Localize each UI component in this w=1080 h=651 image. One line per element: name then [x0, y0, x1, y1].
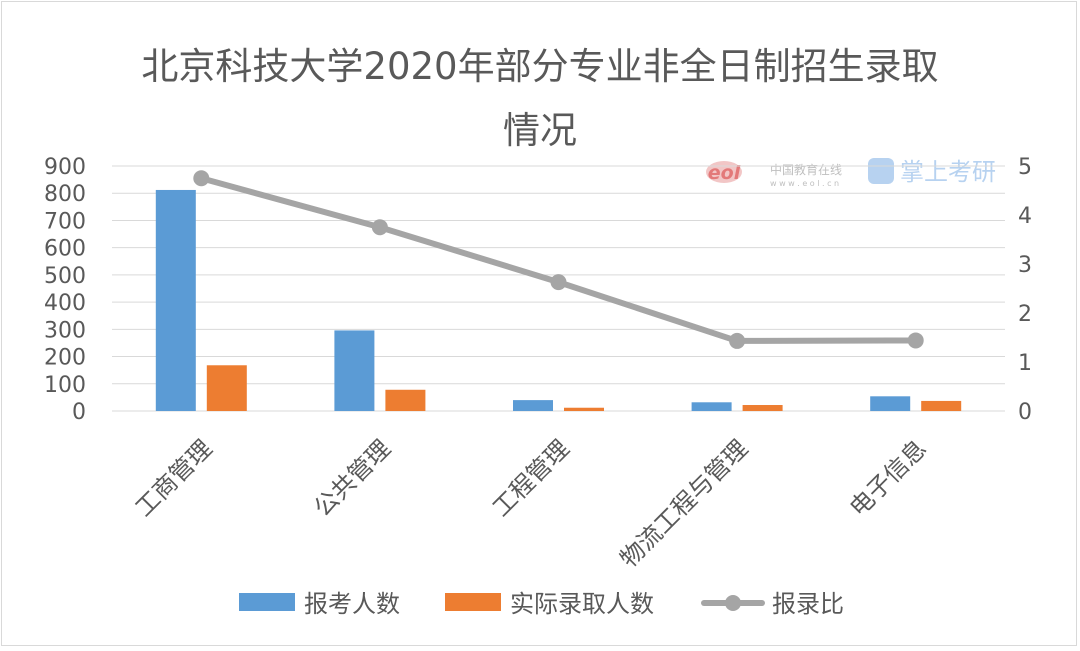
ratio-point	[729, 332, 746, 349]
eol-url: w w w . e o l . c n	[770, 179, 839, 188]
ratio-point	[371, 219, 388, 236]
x-category-label: 工程管理	[487, 434, 575, 522]
bar-admitted	[742, 405, 783, 411]
legend-swatch	[239, 593, 295, 611]
y-right-tick-label: 4	[1018, 204, 1032, 229]
chart-legend: 报考人数 实际录取人数 报录比	[239, 590, 844, 618]
ratio-line	[198, 175, 919, 344]
bar-admitted	[921, 400, 962, 411]
y-left-tick-label: 700	[44, 209, 86, 234]
y-left-tick-label: 900	[44, 155, 86, 180]
ratio-point	[907, 332, 924, 349]
y-left-tick-label: 500	[44, 264, 86, 289]
y-right-tick-label: 3	[1018, 253, 1032, 278]
ratio-point	[550, 274, 567, 291]
bar-applicants	[334, 330, 375, 411]
y-left-tick-label: 200	[44, 346, 86, 371]
ratio-point	[193, 170, 210, 187]
y-right-tick-label: 5	[1018, 155, 1032, 180]
bar-applicants	[870, 396, 911, 411]
bar-applicants	[155, 189, 196, 411]
y-left-tick-label: 600	[44, 237, 86, 262]
bar-admitted	[385, 389, 426, 411]
legend-label: 实际录取人数	[510, 590, 654, 618]
watermark: eol 中国教育在线 w w w . e o l . c n 掌上考研	[706, 158, 996, 188]
y-axis-right: 0 1 2 3 4 5	[1018, 155, 1032, 425]
eol-cn-name: 中国教育在线	[770, 162, 842, 177]
x-axis-labels: 工商管理 公共管理 工程管理 物流工程与管理 电子信息	[130, 434, 932, 573]
x-category-label: 电子信息	[844, 434, 932, 522]
chart-title-line1: 北京科技大学2020年部分专业非全日制招生录取	[141, 45, 938, 88]
y-right-tick-label: 2	[1018, 302, 1032, 327]
bar-applicants	[691, 402, 732, 411]
eol-logo-text: eol	[708, 162, 741, 184]
y-left-tick-label: 400	[44, 291, 86, 316]
legend-swatch-marker	[725, 595, 741, 611]
app-logo-icon	[868, 158, 894, 184]
x-category-label: 物流工程与管理	[615, 434, 754, 573]
y-right-tick-label: 0	[1018, 400, 1032, 425]
legend-swatch	[445, 593, 501, 611]
bar-applicants	[513, 400, 553, 411]
chart-title-line2: 情况	[503, 109, 577, 152]
y-left-tick-label: 0	[72, 400, 86, 425]
chart-line	[193, 170, 924, 349]
x-category-label: 工商管理	[130, 434, 218, 522]
x-category-label: 公共管理	[308, 434, 396, 522]
legend-label: 报考人数	[304, 590, 400, 618]
y-right-tick-label: 1	[1018, 351, 1032, 376]
y-left-tick-label: 300	[44, 318, 86, 343]
y-left-tick-label: 800	[44, 182, 86, 207]
app-name: 掌上考研	[900, 158, 996, 186]
bar-admitted	[564, 407, 604, 411]
y-left-tick-label: 100	[44, 373, 86, 398]
bar-admitted	[206, 365, 247, 411]
chart-bars	[155, 189, 962, 411]
legend-label: 报录比	[772, 590, 844, 618]
